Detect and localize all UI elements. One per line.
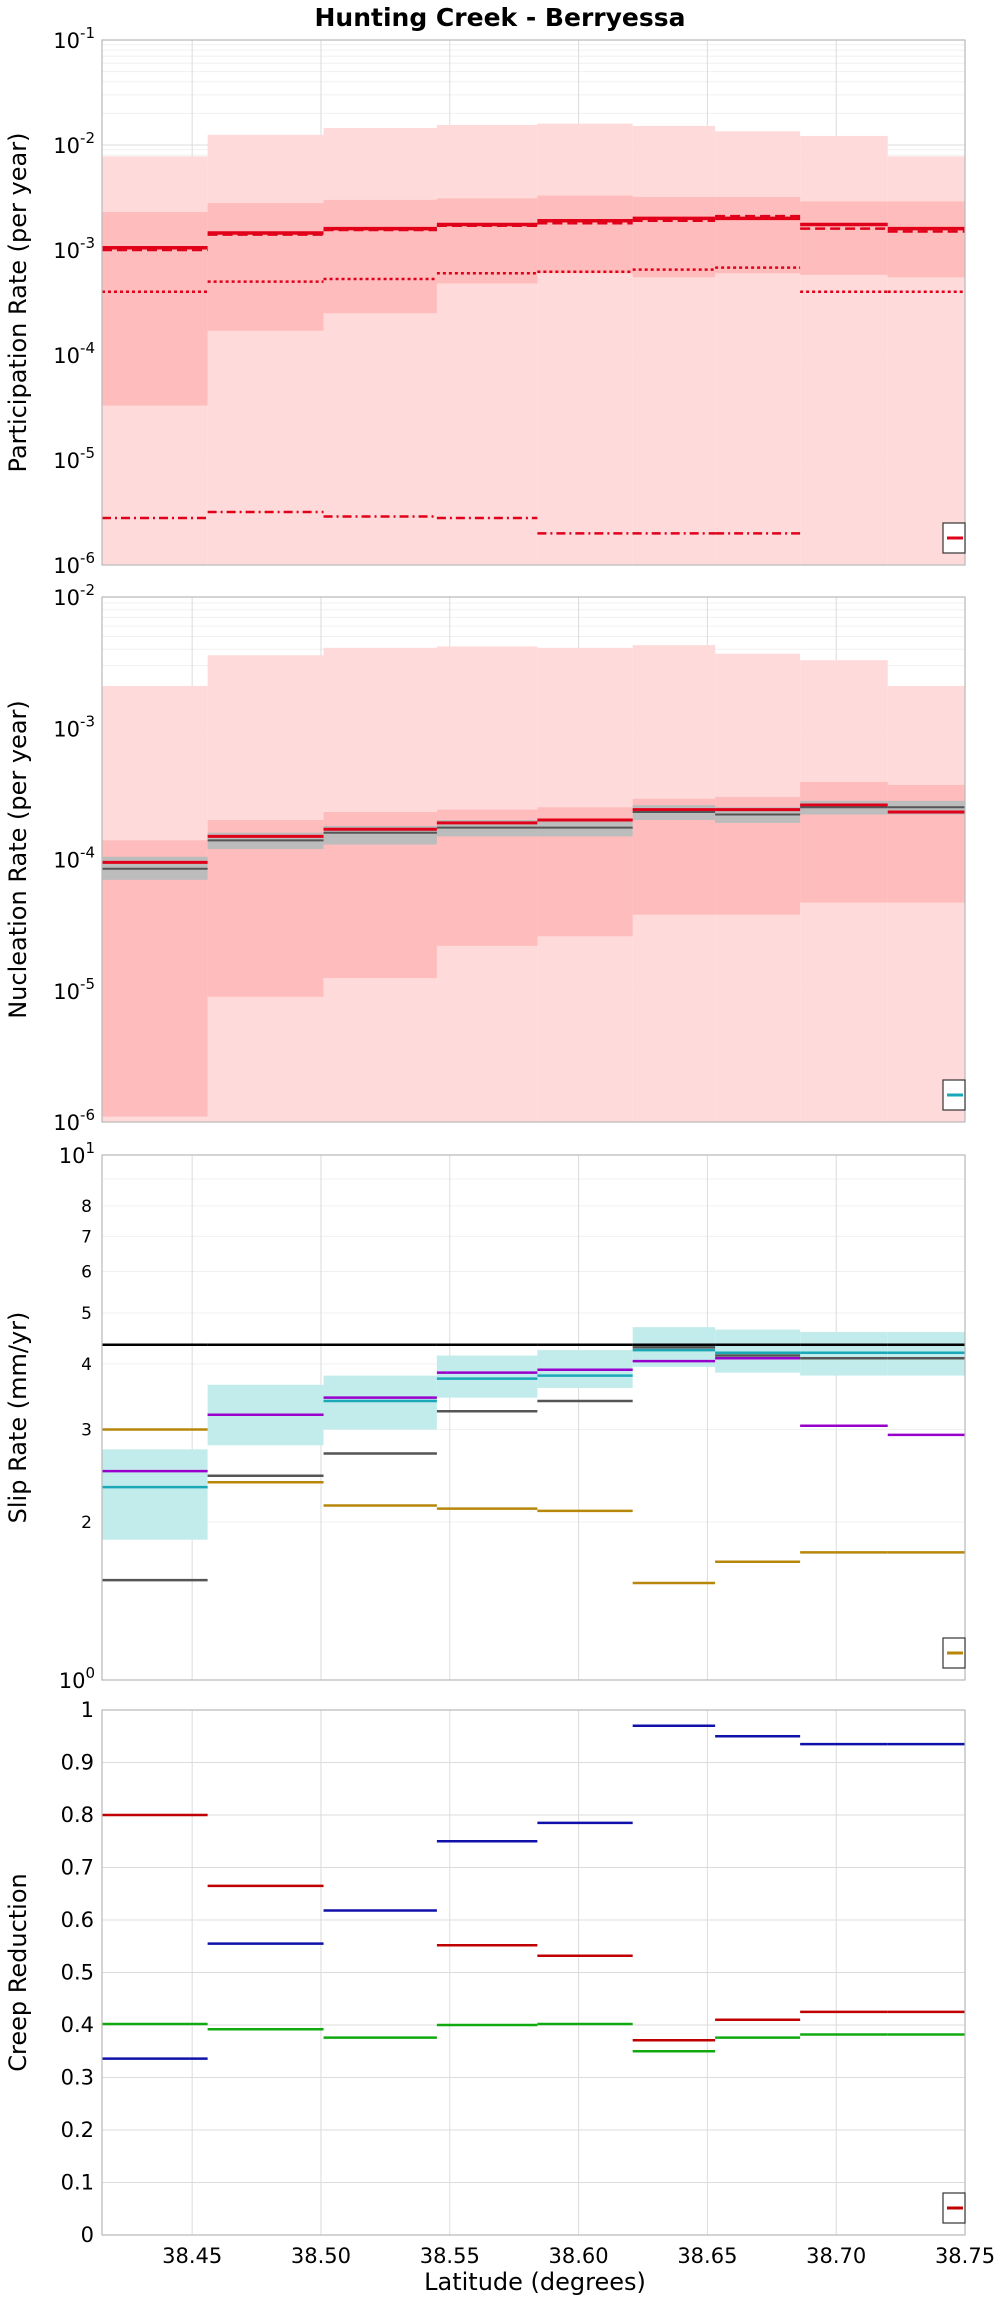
- uncertainty-band-1: [537, 195, 633, 274]
- y-tick-label: 10-3: [53, 712, 95, 741]
- y-tick-label: 10-5: [53, 444, 95, 473]
- y-tick-label: 101: [59, 1139, 95, 1168]
- plot-frame: [101, 596, 966, 1123]
- y-tick-label: 10-4: [53, 339, 95, 368]
- y-tick-label: 0.7: [61, 1856, 94, 1880]
- plot-frame: [101, 1709, 966, 2236]
- uncertainty-band-0: [207, 134, 324, 565]
- x-tick-label: 38.75: [935, 2244, 995, 2268]
- y-tick-label: 0.8: [61, 1803, 94, 1827]
- y-minor-tick-label: 5: [81, 1304, 92, 1324]
- slip-rate-panel: 100 101 2 3 4 5 6 7 8 Slip Rate (mm/yr): [4, 1139, 966, 1693]
- x-tick-label: 38.55: [420, 2244, 480, 2268]
- y-minor-tick-label: 4: [81, 1355, 92, 1375]
- uncertainty-band-0: [887, 685, 965, 1122]
- y-tick-label: 10-6: [53, 549, 95, 578]
- y-tick-label: 10-3: [53, 234, 95, 263]
- uncertainty-band-0: [436, 1355, 538, 1398]
- plot-frame: [101, 1154, 966, 1681]
- y-axis-label: Slip Rate (mm/yr): [4, 1312, 32, 1524]
- uncertainty-band-1: [800, 781, 888, 903]
- uncertainty-band-0: [102, 1449, 208, 1540]
- y-minor-tick-label: 3: [81, 1421, 92, 1441]
- uncertainty-band-0: [323, 128, 437, 565]
- participation-rate-panel: 10-6 10-5 10-4 10-3 10-2 10-1 Participation Ra…: [4, 24, 966, 578]
- uncertainty-band-1: [887, 201, 965, 278]
- y-tick-label: 0: [81, 2223, 94, 2247]
- x-tick-label: 38.70: [806, 2244, 866, 2268]
- y-tick-label: 0.2: [61, 2118, 94, 2142]
- uncertainty-band-1: [102, 840, 208, 1117]
- uncertainty-band-1: [207, 819, 324, 997]
- figure-title: Hunting Creek - Berryessa: [315, 3, 686, 32]
- uncertainty-band-0: [632, 125, 716, 565]
- y-minor-tick-label: 6: [81, 1262, 92, 1282]
- nucleation-rate-panel: 10-6 10-5 10-4 10-3 10-2 Nucleation Rate (per…: [4, 581, 966, 1135]
- uncertainty-band-1: [436, 198, 538, 284]
- y-tick-label: 10-4: [53, 844, 95, 873]
- y-minor-tick-label: 8: [81, 1197, 92, 1217]
- y-tick-label: 100: [59, 1664, 95, 1693]
- uncertainty-band-0: [715, 131, 801, 566]
- y-minor-tick-label: 2: [81, 1513, 92, 1533]
- uncertainty-band-1: [632, 196, 716, 278]
- y-tick-label: 10-1: [53, 24, 95, 53]
- y-axis-label: Nucleation Rate (per year): [4, 700, 32, 1019]
- uncertainty-band-1: [102, 212, 208, 406]
- y-tick-label: 0.5: [61, 1961, 94, 1985]
- y-axis-label: Creep Reduction: [4, 1873, 32, 2071]
- x-tick-label: 38.65: [677, 2244, 737, 2268]
- y-tick-label: 0.4: [61, 2013, 94, 2037]
- uncertainty-band-1: [207, 203, 324, 331]
- plot-frame: [101, 39, 966, 566]
- y-tick-label: 0.1: [61, 2171, 94, 2195]
- uncertainty-band-0: [715, 1329, 801, 1373]
- creep-reduction-panel: 0 0.1 0.2 0.3 0.4 0.5 0.6 0.7 0.8 0.9 1 38.45 38.50 3…: [4, 1698, 995, 2268]
- x-tick-label: 38.60: [549, 2244, 609, 2268]
- uncertainty-band-0: [537, 123, 633, 566]
- y-axis-label: Participation Rate (per year): [4, 133, 32, 473]
- uncertainty-band-0: [800, 135, 888, 565]
- y-tick-label: 10-2: [53, 129, 95, 158]
- y-tick-label: 1: [81, 1698, 94, 1722]
- uncertainty-band-1: [800, 201, 888, 275]
- uncertainty-band-0: [323, 1375, 437, 1430]
- x-tick-label: 38.45: [162, 2244, 222, 2268]
- y-minor-tick-label: 7: [81, 1227, 92, 1247]
- y-tick-label: 0.9: [61, 1751, 94, 1775]
- uncertainty-band-1: [323, 199, 437, 314]
- y-tick-label: 0.3: [61, 2066, 94, 2090]
- y-tick-label: 0.6: [61, 1908, 94, 1932]
- x-tick-label: 38.50: [291, 2244, 351, 2268]
- y-tick-label: 10-2: [53, 581, 95, 610]
- x-axis-label: Latitude (degrees): [424, 2268, 646, 2296]
- y-tick-label: 10-6: [53, 1106, 95, 1135]
- y-tick-label: 10-5: [53, 975, 95, 1004]
- uncertainty-band-1: [715, 196, 801, 274]
- uncertainty-band-0: [436, 125, 538, 566]
